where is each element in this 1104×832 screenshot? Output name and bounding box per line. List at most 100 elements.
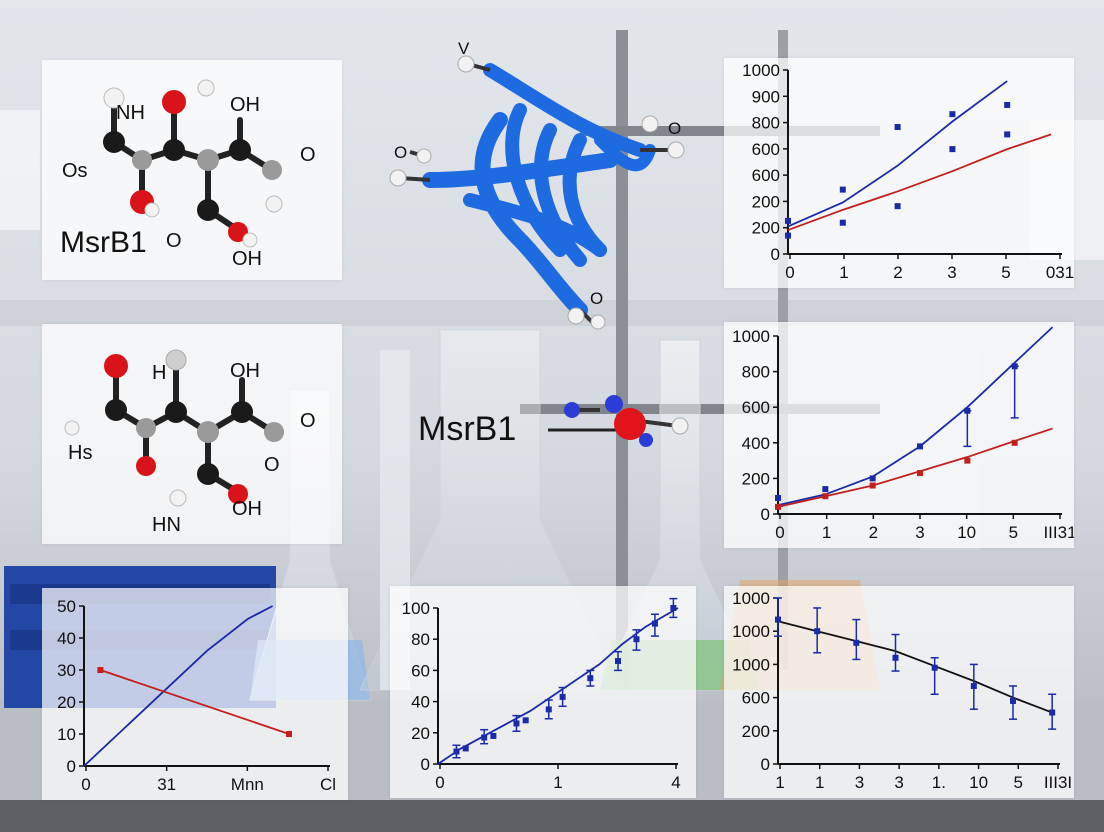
series-line [100, 669, 290, 735]
atom-label: O [590, 289, 603, 308]
chart-bottom-right: 0 200 600 1000 1000 1000 1 1 3 3 1. 10 5 III3I [732, 589, 1072, 792]
x-tick-label: 5 [1001, 263, 1010, 282]
atom-label: OH [232, 248, 262, 270]
atom-label: H [152, 362, 167, 384]
data-point [839, 219, 846, 226]
data-point [785, 217, 791, 224]
data-point [670, 605, 677, 611]
data-point [775, 503, 781, 510]
data-point [1010, 697, 1016, 704]
data-point [775, 616, 781, 623]
atom-label: O [166, 230, 182, 252]
data-point [931, 664, 938, 671]
y-tick-label: 600 [742, 398, 770, 417]
data-point [559, 693, 566, 700]
data-point [513, 720, 520, 727]
data-point [869, 475, 876, 482]
series-line [777, 326, 1054, 506]
y-tick-label: 60 [411, 661, 430, 680]
molecule-panel-2: H OH Hs O O HN OH [42, 324, 342, 544]
data-point [490, 732, 497, 739]
y-tick-label: 50 [57, 597, 76, 616]
molecule-structure-2 [64, 349, 284, 507]
y-tick-label: 100 [402, 599, 430, 618]
x-tick-label: 0 [435, 773, 444, 792]
x-tick-label: 5 [1009, 523, 1018, 542]
x-tick-label: 1. [932, 773, 946, 792]
x-tick-label: 31 [157, 775, 176, 794]
data-point [964, 457, 971, 464]
x-tick-label: 10 [969, 773, 988, 792]
data-point [633, 636, 640, 643]
data-point [1049, 709, 1056, 716]
data-point [892, 654, 899, 661]
data-point [587, 675, 594, 682]
data-point [917, 470, 923, 477]
data-point [1011, 439, 1018, 446]
data-point [949, 111, 956, 118]
y-tick-label: 1000 [732, 622, 770, 641]
data-point [545, 706, 552, 713]
series-line [437, 607, 679, 765]
data-point [481, 734, 488, 741]
atom-label: V [458, 39, 470, 58]
data-point [651, 620, 658, 627]
x-tick-label: 1 [839, 263, 848, 282]
x-tick-label: 1 [815, 773, 824, 792]
molecule-panel-1: NH OH Os O O OH MsrB1 [42, 60, 342, 280]
x-tick-label: 2 [869, 523, 878, 542]
x-tick-label: 3 [947, 263, 956, 282]
chart-middle-right: 0 200 400 600 800 1000 0 1 2 3 10 5 III31 [732, 326, 1074, 542]
y-tick-label: 200 [752, 219, 780, 238]
ring-stand [616, 30, 628, 690]
chart-bottom-left: 0 10 20 30 40 50 0 31 Mnn Cl [57, 597, 336, 794]
atom-label: O [394, 143, 407, 162]
x-tick-label: III3I [1044, 773, 1072, 792]
series-line [787, 133, 1052, 231]
y-tick-label: 40 [411, 693, 430, 712]
y-tick-label: 400 [742, 434, 770, 453]
data-point [869, 482, 876, 489]
molecule-label: MsrB1 [60, 226, 147, 259]
x-tick-label: 3 [855, 773, 864, 792]
data-point [894, 124, 901, 131]
y-tick-label: 1000 [732, 655, 770, 674]
y-tick-label: 0 [421, 755, 430, 774]
y-tick-label: 1000 [742, 61, 780, 80]
atom-label: Os [62, 160, 88, 182]
y-tick-label: 0 [771, 245, 780, 264]
data-point [785, 232, 791, 239]
x-tick-label: 1 [553, 773, 562, 792]
molecule-structure-1 [103, 79, 283, 248]
x-tick-label: 0 [81, 775, 90, 794]
data-point [522, 717, 529, 724]
x-tick-label: 1 [822, 523, 831, 542]
data-point [1011, 363, 1018, 370]
atom-label: OH [232, 498, 262, 520]
x-tick-label: 0 [775, 523, 784, 542]
x-tick-label: 4 [671, 773, 680, 792]
x-tick-label: III31 [1043, 523, 1074, 542]
x-tick-label: Mnn [231, 775, 264, 794]
x-tick-label: 0 [785, 263, 794, 282]
chart-panel-bottom-left: 0 10 20 30 40 50 0 31 Mnn Cl [42, 588, 348, 800]
y-tick-label: 0 [761, 755, 770, 774]
chart-top-right: 0 200 200 600 600 800 900 1000 0 1 2 3 5 031 [742, 61, 1074, 282]
data-point [839, 186, 846, 193]
x-tick-label: 5 [1014, 773, 1023, 792]
y-tick-label: 0 [761, 505, 770, 524]
data-point [949, 146, 956, 153]
y-tick-label: 80 [411, 630, 430, 649]
atom-label: O [668, 119, 681, 138]
chart-panel-bottom-right: 0 200 600 1000 1000 1000 1 1 3 3 1. 10 5 III3I [724, 586, 1074, 798]
data-point [1004, 101, 1011, 108]
atom-label: O [264, 454, 280, 476]
y-tick-label: 200 [742, 722, 770, 741]
chart-bottom-middle: 0 20 40 60 80 100 0 1 4 [402, 597, 681, 792]
data-point [453, 748, 460, 755]
y-tick-label: 800 [742, 363, 770, 382]
x-tick-label: 1 [775, 773, 784, 792]
data-point [814, 628, 821, 635]
atom-label: O [300, 144, 316, 166]
